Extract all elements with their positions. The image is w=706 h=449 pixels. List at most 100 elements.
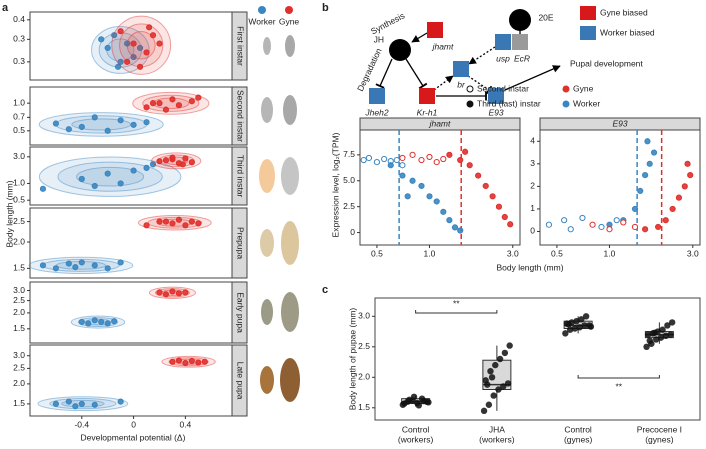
y-tick-label: 7.5 (343, 149, 355, 159)
data-point (91, 317, 98, 324)
data-point (175, 357, 183, 364)
x-axis-label: Developmental potential (Δ) (81, 432, 186, 442)
data-point (650, 149, 658, 156)
data-point (156, 158, 163, 165)
panel-label: a (2, 2, 9, 14)
edge (375, 58, 393, 89)
x-tick-label: 0 (131, 419, 136, 429)
pathway-node (488, 88, 504, 104)
legend-label: Gyne biased (600, 7, 648, 17)
y-tick-label: 2 (530, 181, 535, 191)
x-tick-label: 0.4 (179, 419, 191, 429)
data-point (642, 226, 649, 233)
data-point (501, 213, 508, 221)
data-point (91, 114, 98, 121)
y-tick-label: 3.0 (358, 311, 370, 321)
data-point (104, 320, 111, 327)
y-axis-label: Body length (mm) (4, 180, 14, 247)
data-point (433, 198, 440, 205)
data-point (399, 172, 406, 179)
edge (405, 58, 428, 90)
density-contour (91, 26, 150, 74)
data-point (466, 162, 473, 169)
pathway-node (453, 61, 469, 77)
y-tick-label: 1.0 (13, 178, 25, 188)
facet-strip (231, 207, 248, 279)
data-point (631, 223, 639, 231)
data-point (98, 318, 105, 325)
x-tick-label: JHA (489, 424, 505, 434)
data-point (401, 400, 408, 407)
data-point (195, 220, 202, 227)
data-point (104, 170, 111, 177)
panel-label: b (322, 2, 329, 14)
data-point (130, 53, 137, 61)
data-point (669, 205, 676, 213)
data-point (587, 323, 595, 330)
y-tick-label: 0 (530, 226, 535, 236)
data-point (475, 172, 482, 179)
data-point (426, 193, 433, 200)
panel-label: c (322, 284, 328, 296)
data-point (409, 177, 416, 184)
y-tick-label: 3.0 (13, 350, 25, 360)
data-point (156, 218, 163, 225)
x-tick-label: (workers) (398, 434, 434, 444)
node-label: E93 (488, 107, 503, 117)
data-point (146, 24, 153, 31)
annotation: ** (453, 298, 460, 308)
data-point (143, 164, 150, 171)
legend-marker (466, 100, 474, 108)
data-point (487, 368, 494, 375)
data-point (373, 159, 381, 166)
data-point (365, 154, 373, 162)
data-point (489, 193, 496, 200)
node-label: 20E (538, 12, 553, 22)
x-axis-label: Body length (mm) (496, 262, 563, 272)
plot-frame (359, 129, 521, 246)
specimen-image (259, 159, 275, 193)
data-point (130, 121, 137, 128)
specimen-image (260, 229, 274, 257)
data-point (415, 402, 423, 409)
data-point (91, 401, 98, 408)
data-point (169, 358, 176, 365)
data-point (576, 324, 583, 331)
data-point (114, 63, 122, 70)
data-point (637, 187, 644, 194)
edge (411, 32, 428, 43)
x-tick-label: 3.0 (507, 248, 519, 258)
data-point (545, 221, 553, 228)
node-label: JH (374, 34, 384, 44)
legend-marker (466, 85, 474, 93)
data-point (433, 159, 440, 166)
data-point (143, 119, 150, 126)
data-point (195, 359, 202, 366)
legend-marker (562, 100, 570, 108)
pathway-node (509, 9, 531, 31)
x-tick-label: 1.0 (604, 248, 616, 258)
data-point (149, 100, 157, 107)
data-point (675, 194, 683, 201)
data-point (651, 329, 658, 336)
specimen-image (281, 292, 299, 332)
plot-frame (29, 281, 233, 344)
y-tick-label: 2.0 (13, 307, 25, 317)
y-tick-label: 2.5 (358, 341, 370, 351)
x-tick-label: (workers) (479, 434, 515, 444)
data-point (149, 32, 157, 39)
data-point (406, 396, 413, 404)
annotation: ** (615, 381, 622, 391)
data-point (490, 392, 497, 399)
data-point (492, 361, 499, 369)
data-point (484, 381, 491, 388)
data-point (162, 218, 170, 225)
data-point (652, 336, 660, 343)
data-point (579, 214, 586, 222)
density-contour (76, 166, 145, 187)
data-point (457, 156, 464, 164)
data-point (655, 223, 662, 231)
data-point (566, 326, 574, 333)
data-point (124, 40, 131, 47)
